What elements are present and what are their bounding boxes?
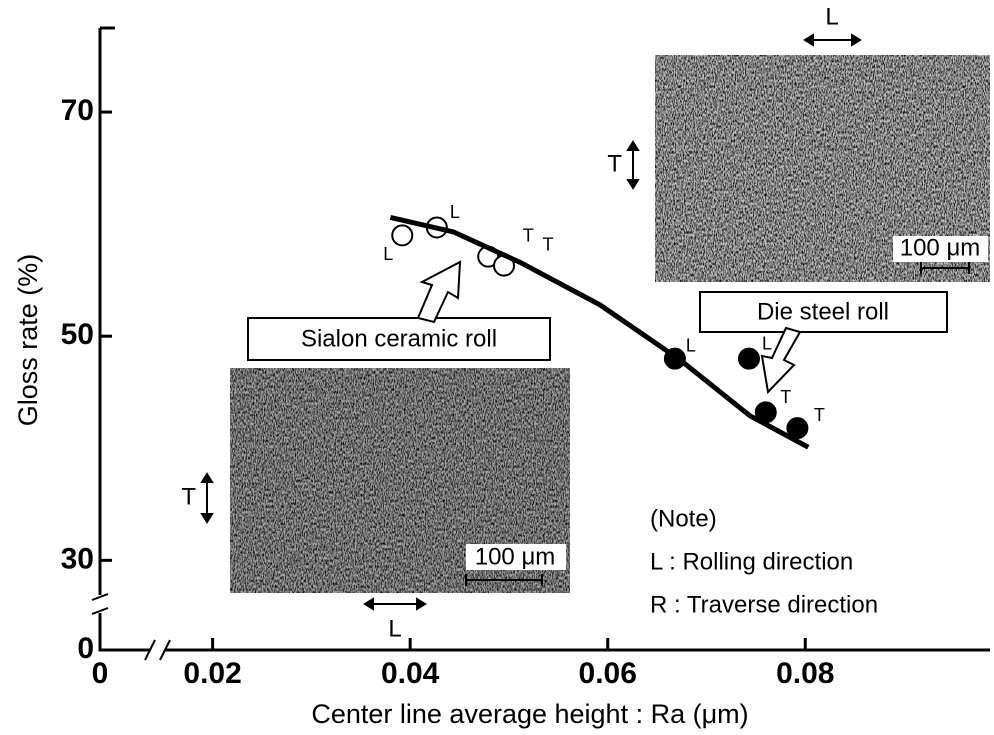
annotation: Die steel roll [757, 298, 889, 325]
y-tick-label: 50 [61, 318, 94, 351]
x-tick-label: 0.04 [381, 657, 440, 690]
arrow [803, 33, 862, 47]
y-axis-title: Gloss rate (%) [13, 254, 43, 427]
x-tick-label: 0.08 [776, 657, 834, 690]
arrow [626, 140, 640, 190]
annotation: T [181, 483, 196, 510]
y-tick-label: 70 [61, 94, 94, 127]
x-tick-label: 0.06 [579, 657, 637, 690]
data-point [737, 347, 760, 370]
point-label: L [383, 244, 393, 264]
arrow [200, 472, 214, 524]
callout-box [247, 317, 551, 361]
annotation: L : Rolling direction [650, 548, 853, 575]
x-axis-title: Center line average height : Ra (μm) [311, 699, 748, 729]
point-label: L [450, 202, 460, 222]
callout-arrow [416, 260, 462, 324]
point-label: L [686, 335, 696, 355]
point-label: T [523, 225, 534, 245]
annotation: R : Traverse direction [650, 591, 878, 618]
y-tick-label: 0 [77, 632, 94, 665]
direction-arrows [200, 33, 970, 611]
annotation: 100 μm [900, 234, 981, 261]
annotation: Sialon ceramic roll [301, 325, 497, 352]
label-bg [893, 236, 988, 262]
axis-break [144, 639, 171, 661]
data-point [391, 224, 414, 247]
callout-box [699, 291, 948, 333]
annotation: (Note) [650, 505, 717, 532]
callout-arrow [760, 326, 802, 395]
point-label: T [543, 234, 554, 254]
point-label: T [814, 405, 825, 425]
axis-break [91, 593, 109, 615]
fit-curve [389, 214, 810, 450]
x-tick-label: 0.02 [183, 657, 241, 690]
annotation: 100 μm [475, 543, 556, 570]
point-label: T [780, 387, 791, 407]
annotation: L [388, 615, 401, 642]
point-label: L [762, 333, 772, 353]
x-tick-label: 0 [92, 657, 109, 690]
y-tick-label: 30 [61, 542, 94, 575]
label-bg [466, 544, 566, 570]
annotation: L [825, 3, 838, 30]
data-point [786, 417, 809, 440]
arrow [363, 597, 427, 611]
annotation: T [607, 150, 622, 177]
scale-bar [465, 262, 970, 586]
